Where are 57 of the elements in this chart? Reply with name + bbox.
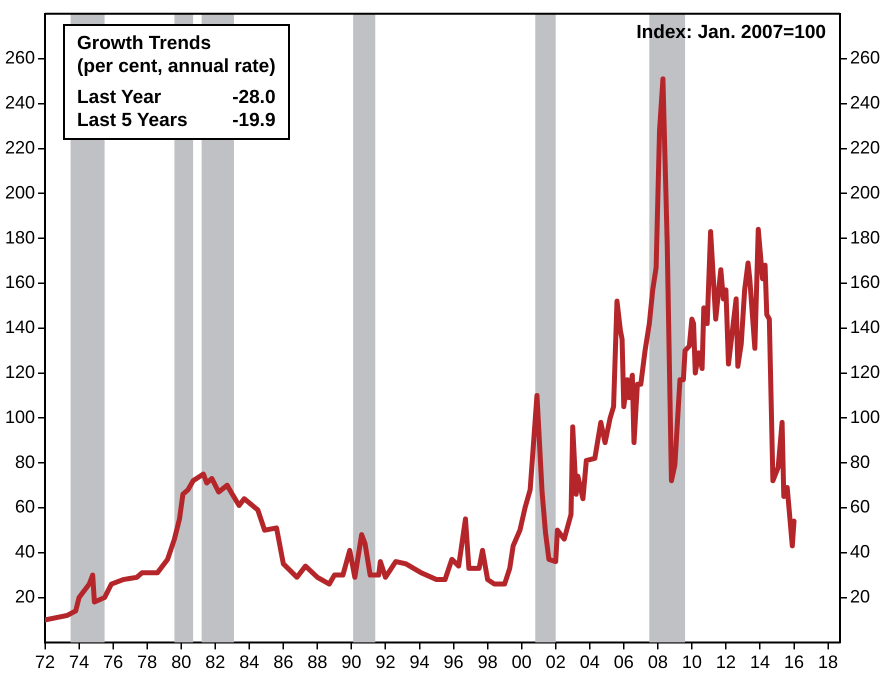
x-tick-label: 72: [35, 652, 56, 672]
y2-tick-label: 180: [850, 227, 880, 248]
x-tick-label: 94: [410, 652, 430, 672]
annotation: Last 5 Years: [77, 108, 188, 132]
x-tick-label: 02: [546, 652, 566, 672]
y-tick-label: 200: [4, 182, 36, 202]
y2-tick-label: 200: [850, 182, 880, 202]
x-tick-label: 98: [478, 652, 498, 672]
annotation: Growth Trends: [77, 32, 212, 55]
x-tick-label: 84: [239, 652, 260, 672]
annotation: -28.0: [232, 86, 276, 109]
annotation: -19.9: [232, 108, 276, 132]
x-tick-label: 74: [69, 652, 90, 672]
x-tick-label: 04: [580, 652, 600, 672]
x-tick-label: 08: [648, 652, 668, 672]
y2-tick-label: 40: [850, 542, 870, 562]
x-tick-label: 10: [682, 652, 702, 672]
y-tick-label: 100: [4, 406, 36, 427]
y2-tick-label: 120: [850, 362, 880, 382]
x-tick-label: 14: [750, 652, 770, 672]
x-tick-label: 78: [137, 652, 158, 672]
y-tick-label: 40: [15, 542, 36, 562]
x-tick-label: 00: [512, 652, 532, 672]
x-tick-label: 90: [341, 652, 362, 672]
annotation: Index: Jan. 2007=100: [636, 22, 826, 44]
y-tick-label: 80: [15, 452, 36, 472]
y-tick-label: 60: [15, 496, 36, 517]
y2-tick-label: 220: [850, 137, 880, 158]
y-tick-label: 140: [4, 317, 36, 338]
x-tick-label: 16: [784, 652, 804, 672]
y-tick-label: 180: [4, 227, 36, 248]
x-tick-label: 12: [716, 652, 736, 672]
x-tick-label: 86: [273, 652, 294, 672]
y2-tick-label: 20: [850, 586, 870, 606]
y-tick-label: 20: [15, 586, 36, 606]
y2-tick-label: 100: [850, 406, 880, 427]
y-tick-label: 220: [4, 137, 36, 158]
y-tick-label: 240: [4, 92, 36, 113]
x-tick-label: 18: [818, 652, 838, 672]
y-tick-label: 160: [4, 272, 36, 292]
y2-tick-label: 160: [850, 272, 880, 292]
annotation: (per cent, annual rate): [77, 54, 276, 78]
y2-tick-label: 260: [850, 48, 880, 68]
x-tick-label: 80: [171, 652, 192, 672]
y2-tick-label: 240: [850, 92, 880, 113]
x-tick-label: 92: [375, 652, 396, 672]
x-tick-label: 82: [205, 652, 226, 672]
y2-tick-label: 140: [850, 317, 880, 338]
x-tick-label: 06: [614, 652, 634, 672]
y-tick-label: 120: [4, 362, 36, 382]
annotation: Last Year: [77, 86, 162, 109]
y-tick-label: 260: [4, 48, 36, 68]
y2-tick-label: 80: [850, 452, 870, 472]
y2-tick-label: 60: [850, 496, 870, 517]
x-tick-label: 76: [103, 652, 124, 672]
x-tick-label: 88: [307, 652, 328, 672]
x-tick-label: 96: [444, 652, 464, 672]
